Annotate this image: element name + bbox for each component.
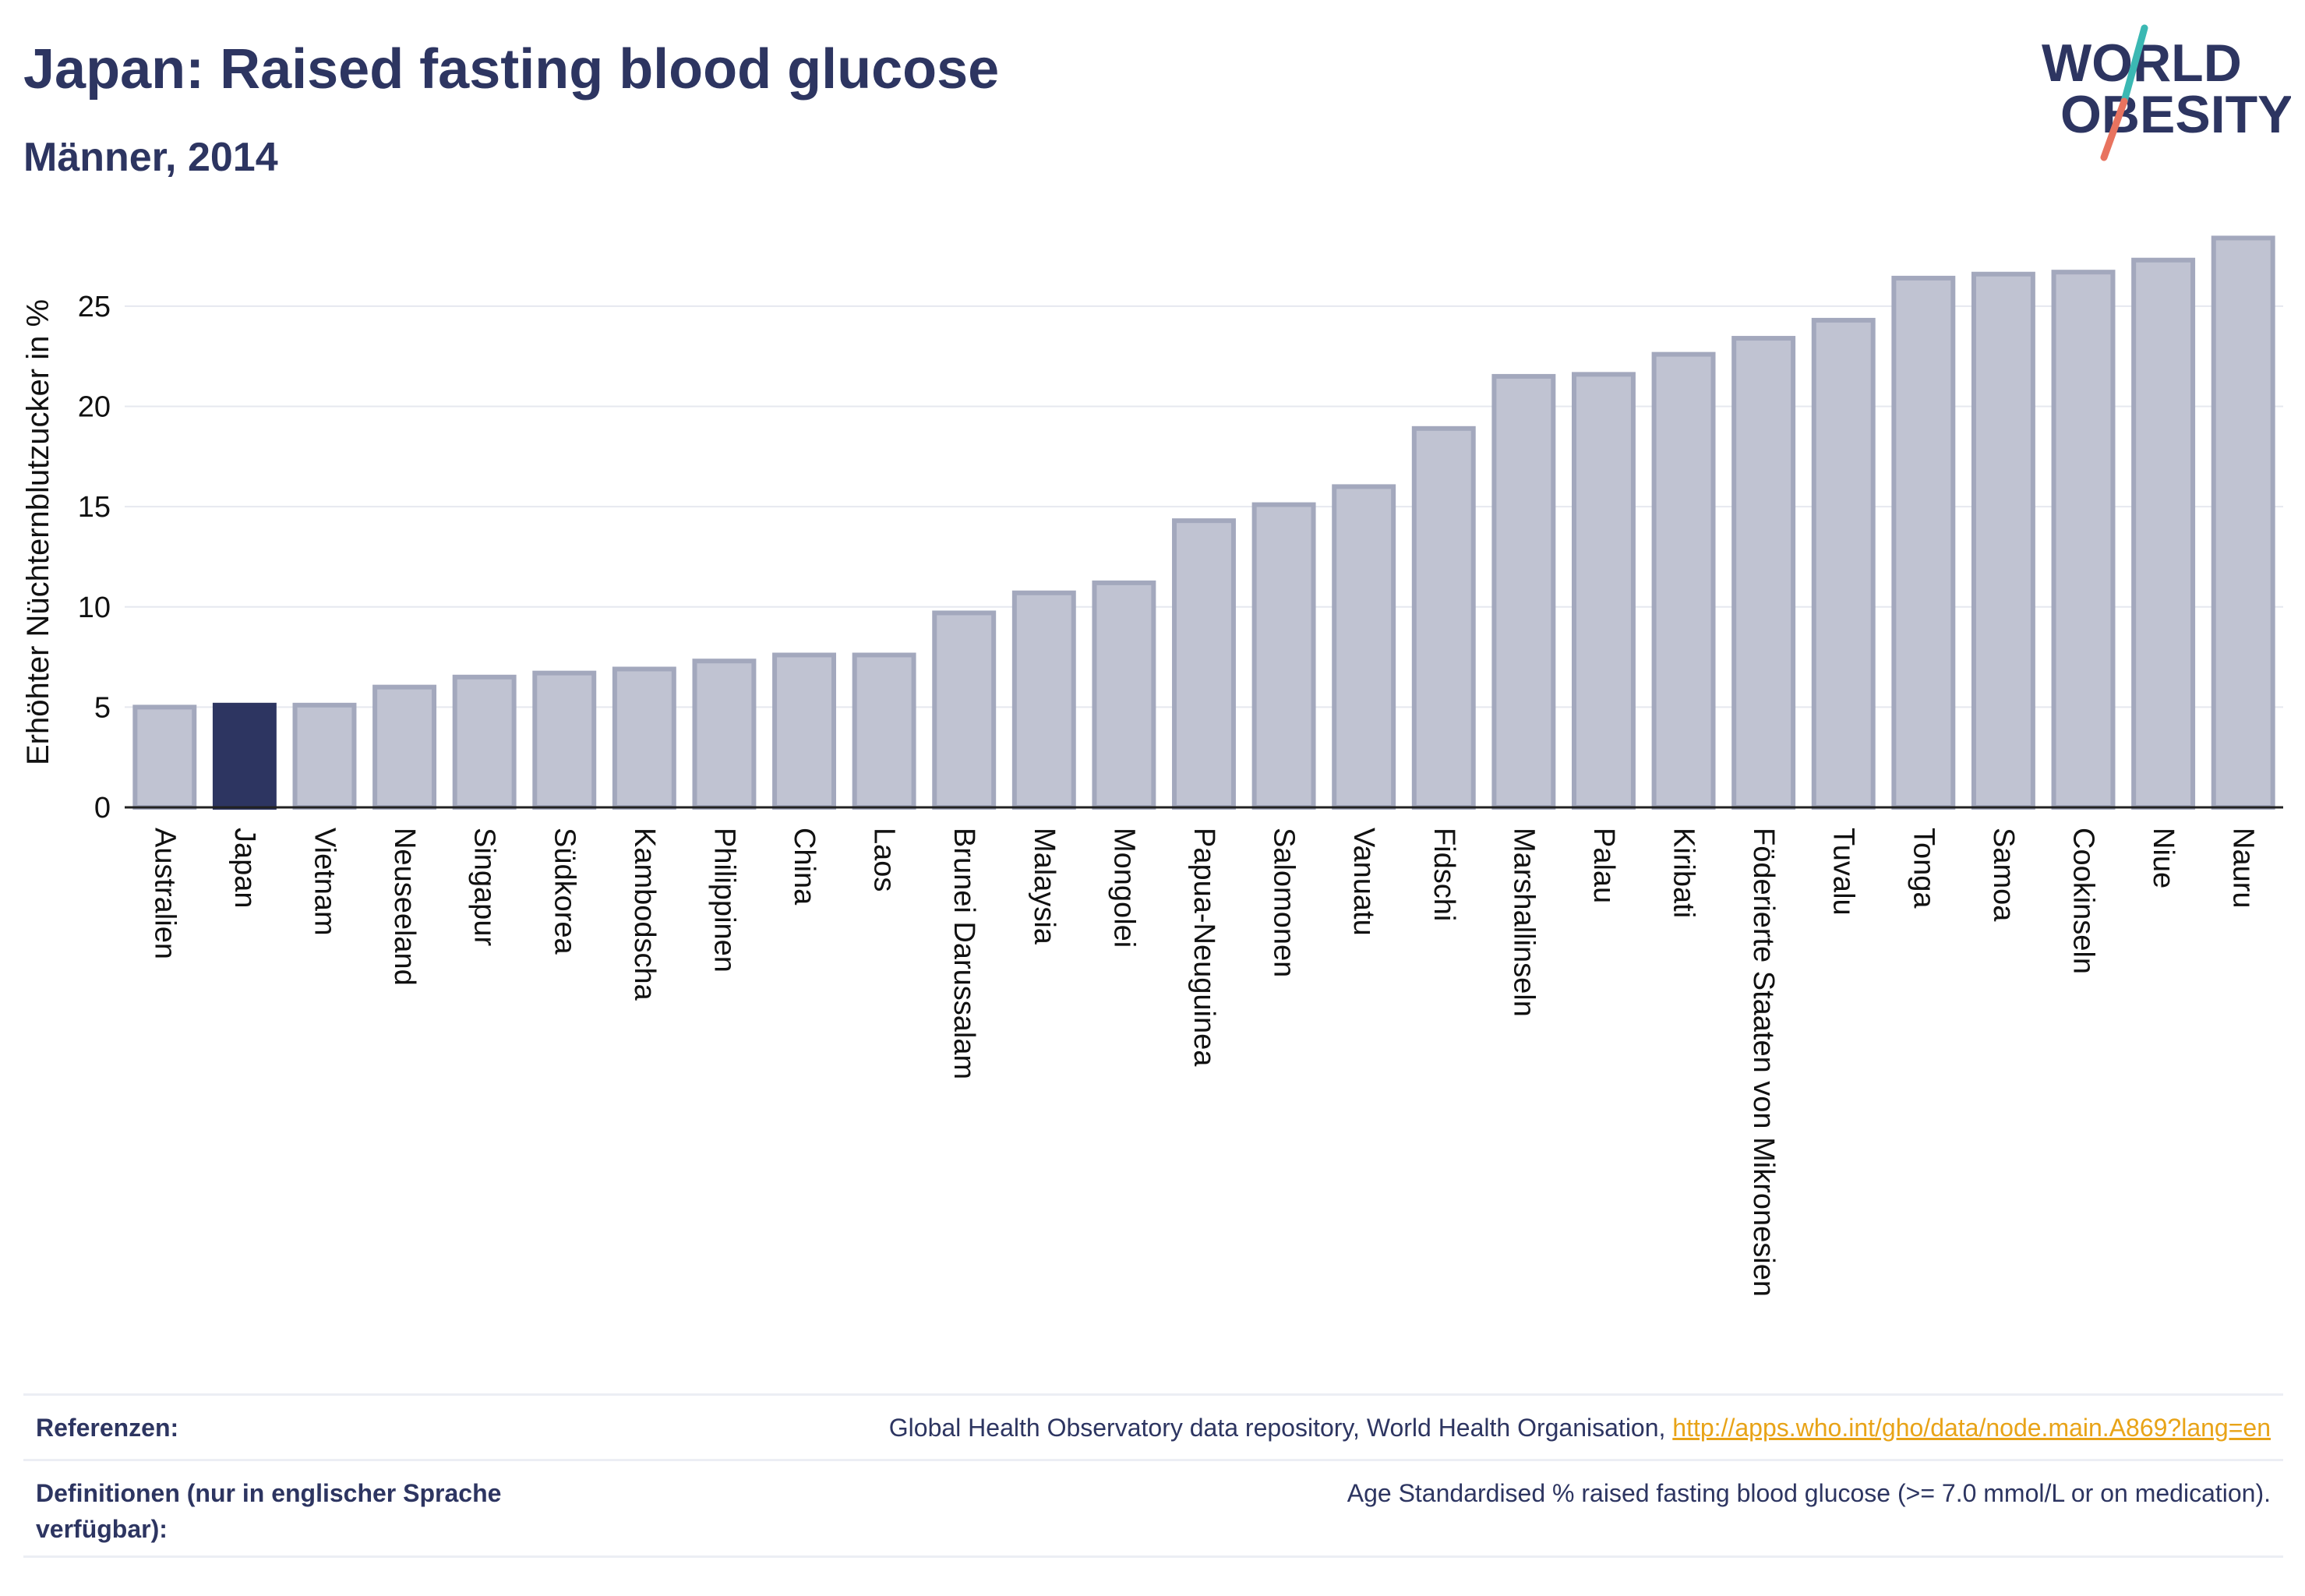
- bar-niue: [2131, 257, 2196, 810]
- x-tick-labels: Australien Japan Vietnam Neuseeland Singapur…: [148, 828, 2259, 1297]
- bar-palau: [1572, 372, 1636, 810]
- references-bottom-border: [23, 1555, 2283, 1558]
- x-tick-label: Malaysia: [1028, 828, 1061, 945]
- bar-vanuatu: [1332, 484, 1396, 810]
- bar-japan: [212, 702, 277, 810]
- page-subtitle: Männer, 2014: [23, 135, 278, 180]
- x-tick-label: Tonga: [1907, 828, 1940, 909]
- bar-malaysia: [1011, 590, 1076, 810]
- x-tick-label: Australien: [148, 828, 181, 959]
- definitions-row: Definitionen (nur in englischer Sprache …: [23, 1459, 2283, 1558]
- world-obesity-logo: WORLD OBESITY: [2042, 24, 2291, 161]
- bar-nauru: [2211, 235, 2275, 810]
- logo-line2: OBESITY: [2060, 85, 2291, 144]
- bar-mongolei: [1092, 580, 1156, 810]
- x-tick-label: Marshallinseln: [1507, 828, 1540, 1017]
- x-tick-label: Niue: [2147, 828, 2180, 888]
- bar-cookinseln: [2051, 270, 2116, 810]
- x-tick-label: Philippinen: [708, 828, 740, 973]
- bar-tuvalu: [1811, 317, 1876, 810]
- x-tick-label: Papua-Neuguinea: [1188, 828, 1220, 1067]
- x-tick-label: Kambodscha: [628, 828, 661, 1001]
- y-tick-label: 15: [78, 491, 111, 524]
- bar-südkorea: [532, 670, 597, 810]
- bar-föderierte-staaten-von-mikronesien: [1731, 336, 1796, 810]
- bar-australien: [132, 704, 197, 810]
- bar-papua-neuguinea: [1172, 518, 1236, 810]
- page-title: Japan: Raised fasting blood glucose: [23, 38, 1000, 101]
- definitions-label: Definitionen (nur in englischer Sprache …: [36, 1479, 502, 1543]
- bar-fidschi: [1411, 425, 1476, 810]
- y-tick-label: 25: [78, 291, 111, 323]
- bar-singapur: [452, 674, 517, 810]
- x-tick-label: Kiribati: [1668, 828, 1700, 918]
- bar-neuseeland: [372, 684, 437, 810]
- bar-vietnam: [292, 702, 357, 810]
- x-tick-label: Mongolei: [1107, 828, 1140, 948]
- bar-kiribati: [1651, 351, 1716, 810]
- references-label: Referenzen:: [36, 1414, 179, 1442]
- y-tick-label: 20: [78, 391, 111, 424]
- bar-laos: [852, 652, 916, 810]
- y-tick-label: 5: [94, 691, 111, 724]
- references-row: Referenzen: Global Health Observatory da…: [23, 1393, 2283, 1460]
- x-tick-label: Vietnam: [308, 828, 341, 936]
- x-tick-label: Salomonen: [1268, 828, 1301, 977]
- definitions-text: Age Standardised % raised fasting blood …: [1347, 1479, 2271, 1507]
- x-tick-label: Neuseeland: [388, 828, 421, 986]
- x-tick-label: Vanuatu: [1347, 828, 1380, 936]
- x-tick-label: Föderierte Staaten von Mikronesien: [1747, 828, 1780, 1297]
- bar-marshallinseln: [1491, 373, 1556, 810]
- bars: [132, 235, 2275, 810]
- x-tick-label: Palau: [1587, 828, 1620, 903]
- x-tick-label: Nauru: [2227, 828, 2260, 909]
- bar-samoa: [1971, 271, 2035, 810]
- x-tick-label: Tuvalu: [1827, 828, 1860, 916]
- x-tick-label: Samoa: [1987, 828, 2020, 922]
- x-tick-label: Fidschi: [1428, 828, 1460, 921]
- references-text: Global Health Observatory data repositor…: [889, 1410, 2271, 1446]
- y-axis-label: Erhöhter Nüchternblutzucker in %: [21, 299, 55, 765]
- x-tick-label: China: [788, 828, 821, 906]
- x-tick-label: Brunei Darussalam: [948, 828, 980, 1079]
- x-tick-label: Südkorea: [548, 828, 581, 955]
- bar-china: [772, 652, 836, 810]
- y-tick-label: 10: [78, 591, 111, 624]
- references-link[interactable]: http://apps.who.int/gho/data/node.main.A…: [1672, 1414, 2271, 1442]
- bar-philippinen: [692, 659, 757, 810]
- references-source: Global Health Observatory data repositor…: [888, 1414, 1673, 1442]
- bar-chart: 0 5 10 15 20 25 Australien Japan Vietnam Neuseel…: [21, 235, 2283, 1297]
- y-tick-label: 0: [94, 792, 111, 824]
- x-tick-label: Laos: [868, 828, 901, 892]
- logo-slash-teal: [2120, 24, 2148, 105]
- x-tick-label: Japan: [228, 828, 261, 909]
- y-tick-labels: 0 5 10 15 20 25: [78, 291, 111, 824]
- x-tick-label: Singapur: [468, 828, 501, 946]
- bar-kambodscha: [612, 666, 676, 810]
- bar-tonga: [1891, 275, 1956, 810]
- logo-slash-coral: [2100, 97, 2128, 161]
- x-tick-label: Cookinseln: [2067, 828, 2100, 974]
- bar-salomonen: [1251, 502, 1316, 810]
- bar-brunei-darussalam: [932, 610, 997, 810]
